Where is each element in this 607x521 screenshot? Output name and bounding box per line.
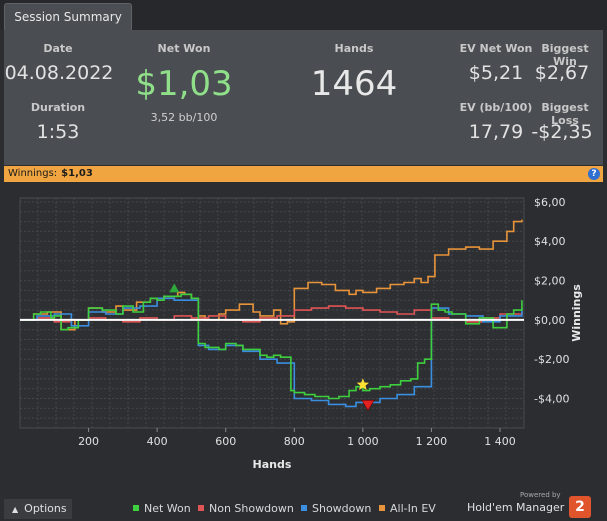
biggest-win-label: Biggest Win [541, 42, 589, 68]
legend-label: All-In EV [390, 502, 436, 515]
winnings-chart: 200 400 600 800 1 000 1 200 1 400 $6,00 $4,00 $2,… [4, 182, 603, 494]
legend-swatch [301, 505, 307, 511]
hands-value: 1464 [310, 64, 398, 104]
winnings-label: Winnings: [8, 168, 58, 179]
series-line-net-won [20, 293, 523, 400]
y-tick-label: -$4,00 [534, 393, 569, 406]
legend-label: Net Won [144, 502, 191, 515]
tab-session-summary[interactable]: Session Summary [4, 3, 132, 30]
x-tick-label: 400 [147, 435, 168, 448]
options-button[interactable]: ▲ Options [4, 499, 72, 519]
star-marker [356, 378, 369, 390]
tab-bar: Session Summary [0, 0, 607, 30]
legend-showdown: Showdown [301, 502, 371, 515]
net-won-label: Net Won [157, 42, 211, 55]
legend-all-in-ev: All-In EV [379, 502, 436, 515]
winnings-chart-svg: 200 400 600 800 1 000 1 200 1 400 $6,00 $4,00 $2,… [19, 196, 583, 471]
ev-bb-label: EV (bb/100) [459, 101, 533, 114]
winnings-bar: Winnings: $1,03 ? [4, 166, 603, 182]
session-summary-panel: Date 04.08.2022 Duration 1:53 Net Won $1… [4, 30, 603, 165]
biggest-loss-value: -$2,35 [531, 121, 593, 143]
x-tick-label: 1 000 [347, 435, 379, 448]
x-tick-label: 600 [215, 435, 236, 448]
x-axis-label: Hands [253, 458, 292, 471]
duration-value: 1:53 [36, 121, 80, 143]
legend-net-won: Net Won [133, 502, 191, 515]
biggest-loss-label: Biggest Loss [541, 101, 589, 127]
date-value: 04.08.2022 [4, 62, 114, 84]
legend-non-showdown: Non Showdown [198, 502, 294, 515]
y-tick-label: $0,00 [534, 314, 566, 327]
ev-net-won-value: $5,21 [468, 62, 524, 84]
legend-swatch [379, 505, 385, 511]
biggest-win-value: $2,67 [534, 62, 590, 84]
x-tick-label: 1 400 [484, 435, 516, 448]
legend-swatch [133, 505, 139, 511]
net-won-value: $1,03 [135, 64, 233, 104]
ev-net-won-label: EV Net Won [459, 42, 533, 55]
help-icon[interactable]: ? [588, 168, 600, 180]
plot-area [19, 197, 525, 429]
x-tick-label: 800 [284, 435, 305, 448]
brand-name: Hold'em Manager [467, 501, 565, 514]
x-tick-label: 1 200 [416, 435, 448, 448]
y-tick-label: -$2,00 [534, 353, 569, 366]
hands-label: Hands [334, 42, 374, 55]
chevron-up-icon: ▲ [12, 505, 19, 514]
hm2-logo-icon: 2 [569, 496, 591, 518]
options-label: Options [24, 502, 67, 515]
powered-by: Powered by [520, 491, 561, 499]
winnings-value: $1,03 [61, 168, 93, 179]
x-tick-label: 200 [78, 435, 99, 448]
y-tick-label: $4,00 [534, 235, 566, 248]
footer: ▲ Options Net Won Non Showdown Showdown A… [0, 491, 607, 521]
bb-per-100: 3,52 bb/100 [150, 111, 218, 124]
legend-swatch [198, 505, 204, 511]
biggest-win-marker [169, 283, 180, 293]
legend-label: Non Showdown [209, 502, 294, 515]
duration-label: Duration [30, 101, 86, 114]
ev-bb-value: 17,79 [468, 121, 524, 143]
biggest-loss-marker [361, 400, 375, 411]
legend-label: Showdown [312, 502, 372, 515]
y-tick-label: $6,00 [534, 196, 566, 209]
y-tick-label: $2,00 [534, 275, 566, 288]
y-axis-label: Winnings [570, 284, 583, 342]
date-label: Date [43, 42, 73, 55]
